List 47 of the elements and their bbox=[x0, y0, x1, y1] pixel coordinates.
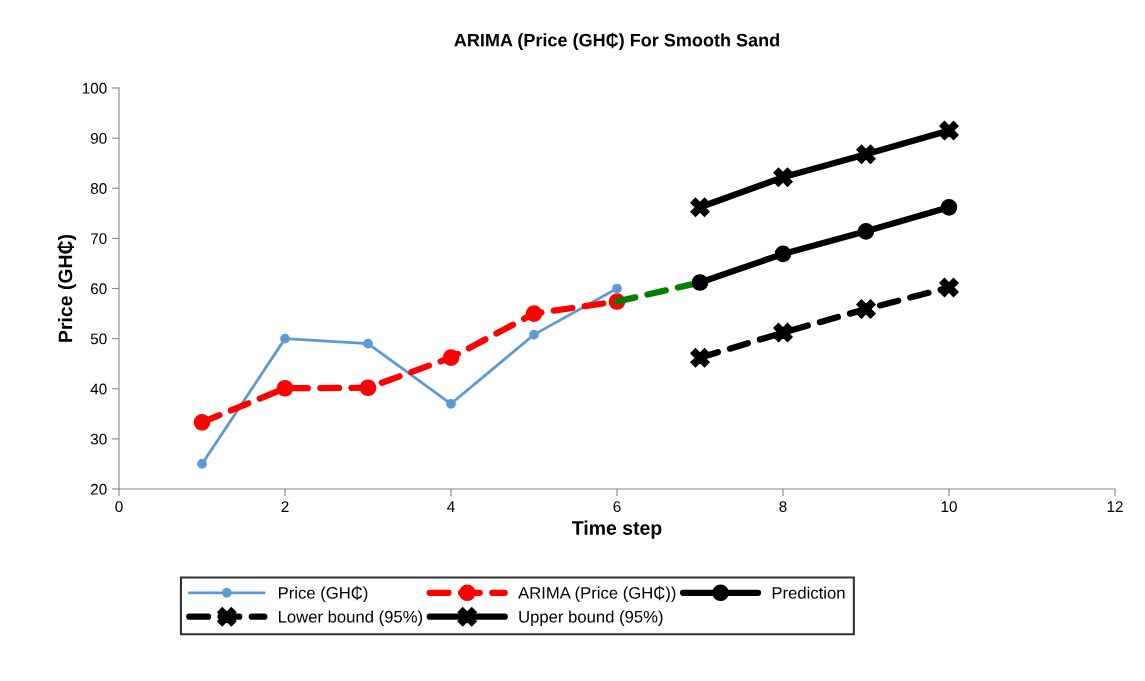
x-axis-title: Time step bbox=[572, 520, 662, 539]
x-tick-label: 12 bbox=[1107, 501, 1123, 512]
point bbox=[193, 413, 211, 431]
y-tick-label: 20 bbox=[90, 483, 107, 495]
point bbox=[856, 144, 876, 164]
point bbox=[276, 379, 294, 397]
y-tick-label: 100 bbox=[82, 82, 107, 94]
x-tick-label: 4 bbox=[447, 501, 455, 512]
y-tick-label: 30 bbox=[90, 433, 107, 445]
point bbox=[691, 274, 709, 291]
point bbox=[690, 347, 710, 368]
point bbox=[857, 223, 875, 240]
x-tick-label: 6 bbox=[613, 501, 621, 513]
point bbox=[939, 277, 959, 298]
point bbox=[529, 329, 539, 340]
point bbox=[612, 283, 622, 294]
point bbox=[446, 398, 456, 409]
y-tick-label: 40 bbox=[90, 383, 107, 395]
legend-label: Lower bound (95%) bbox=[278, 610, 423, 626]
point bbox=[690, 197, 710, 218]
y-tick-label: 80 bbox=[90, 183, 107, 194]
point bbox=[197, 459, 207, 469]
legend-label: Price (GH₵) bbox=[278, 585, 368, 603]
point bbox=[939, 120, 959, 141]
point bbox=[280, 333, 290, 344]
point bbox=[363, 338, 373, 349]
point bbox=[525, 305, 543, 322]
y-tick-label: 60 bbox=[90, 283, 107, 295]
x-tick-label: 10 bbox=[941, 501, 957, 513]
point bbox=[773, 322, 793, 343]
legend-label: Prediction bbox=[772, 586, 845, 599]
x-tick-label: 0 bbox=[115, 501, 123, 513]
legend-label: Upper bound (95%) bbox=[519, 610, 663, 626]
x-tick-label: 8 bbox=[779, 501, 787, 513]
point bbox=[940, 198, 958, 216]
x-tick-label: 2 bbox=[281, 501, 289, 512]
y-tick-label: 50 bbox=[90, 333, 107, 345]
point bbox=[774, 245, 792, 263]
y-axis-title: Price (GH₵) bbox=[57, 234, 77, 342]
legend-label: ARIMA (Price (GH₵)) bbox=[518, 585, 676, 603]
point bbox=[773, 167, 793, 187]
point bbox=[856, 299, 876, 319]
point bbox=[359, 379, 377, 397]
chart-title: ARIMA (Price (GH₵) For Smooth Sand bbox=[454, 32, 779, 51]
y-tick-label: 90 bbox=[90, 132, 107, 144]
y-tick-label: 70 bbox=[90, 233, 107, 245]
point bbox=[442, 349, 460, 367]
